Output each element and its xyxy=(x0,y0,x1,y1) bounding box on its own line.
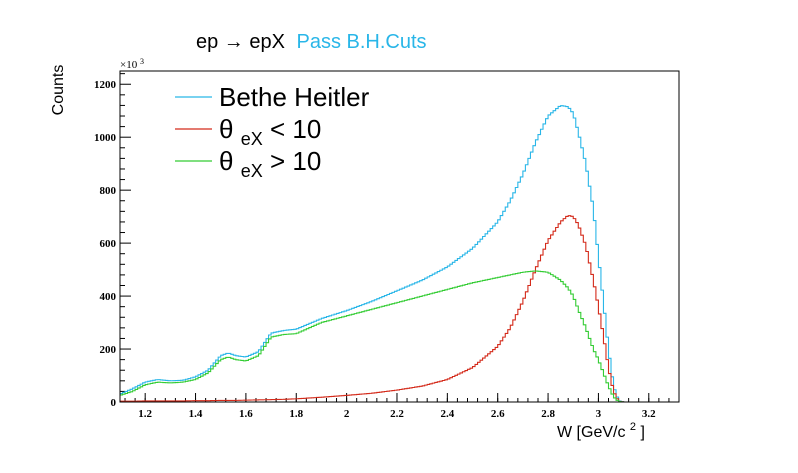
y-axis-label: Counts xyxy=(50,65,67,116)
legend-entry-bethe-heitler: Bethe Heitler xyxy=(175,82,370,112)
y-tick-label: 400 xyxy=(100,291,117,303)
x-tick-label: 3 xyxy=(596,408,602,420)
chart-title: ep → epX Pass B.H.Cuts xyxy=(196,31,427,53)
x-tick-label: 2.8 xyxy=(541,408,555,420)
axis-ticks: 1.2 1.4 1.6 1.8 2 2.2 2.4 2.6 2.8 3 3.2 0 200 400 600 8… xyxy=(94,73,670,420)
series-line-2 xyxy=(120,270,679,403)
x-tick-label: 2.6 xyxy=(491,408,505,420)
y-axis-exponent: ×10 3 xyxy=(120,57,144,71)
x-tick-label: 1.6 xyxy=(239,408,253,420)
legend: Bethe Heitler θ eX < 10 θ eX > 10 xyxy=(175,82,370,183)
legend-label-theta-lt-10: θ eX < 10 xyxy=(219,114,321,151)
y-tick-label: 800 xyxy=(100,185,117,197)
x-tick-label: 1.2 xyxy=(138,408,152,420)
y-tick-label: 1200 xyxy=(94,79,117,91)
y-tick-label: 0 xyxy=(111,397,117,409)
x-tick-label: 3.2 xyxy=(642,408,656,420)
x-tick-label: 2.4 xyxy=(440,408,454,420)
x-tick-label: 1.4 xyxy=(189,408,203,420)
x-axis-label-sup: 2 xyxy=(630,421,636,433)
y-tick-label: 600 xyxy=(100,238,117,250)
legend-entry-theta-lt-10: θ eX < 10 xyxy=(175,114,321,151)
x-tick-label: 2.2 xyxy=(390,408,404,420)
x-axis-label: W [GeV/c 2 ] xyxy=(557,417,645,441)
plot-frame xyxy=(119,70,680,403)
legend-label-bethe-heitler: Bethe Heitler xyxy=(219,82,370,112)
series-line-1 xyxy=(120,215,679,403)
legend-entry-theta-gt-10: θ eX > 10 xyxy=(175,146,321,183)
x-tick-label: 2 xyxy=(344,408,350,420)
series-line-0 xyxy=(120,105,679,403)
y-axis-exponent-power: 3 xyxy=(140,57,144,66)
y-tick-label: 200 xyxy=(100,344,117,356)
y-axis-exponent-base: ×10 xyxy=(120,59,138,71)
x-axis-label-close: ] xyxy=(640,424,644,441)
series-layer xyxy=(120,105,679,403)
x-tick-label: 1.8 xyxy=(289,408,303,420)
chart-title-main: ep → epX xyxy=(196,31,285,53)
legend-label-theta-gt-10: θ eX > 10 xyxy=(219,146,321,183)
x-axis-label-main: W [GeV/c xyxy=(557,424,625,441)
y-tick-label: 1000 xyxy=(94,132,117,144)
chart-title-highlight: Pass B.H.Cuts xyxy=(297,31,427,53)
